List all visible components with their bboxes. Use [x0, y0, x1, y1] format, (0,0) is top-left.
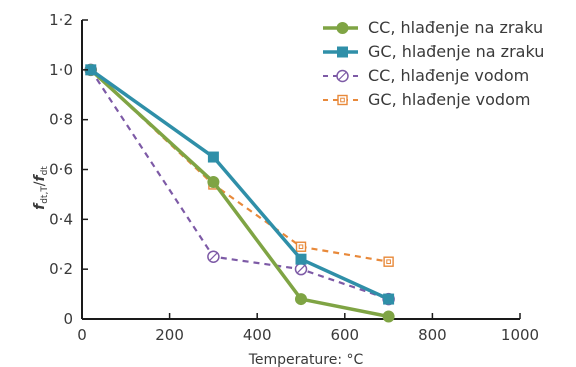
y-tick-label: 0·6	[49, 161, 73, 179]
legend-label: GC, hlađenje vodom	[368, 90, 530, 109]
legend-swatch-marker	[337, 46, 348, 58]
series-line	[90, 69, 389, 263]
y-tick-label: 0·8	[49, 111, 73, 129]
x-tick-label: 800	[418, 326, 447, 344]
marker-box	[337, 94, 348, 106]
y-tick-label: 0·2	[49, 260, 73, 278]
data-point	[295, 241, 307, 252]
data-point	[294, 262, 308, 276]
data-point	[85, 64, 97, 76]
data-point	[383, 293, 395, 305]
y-axis-label-sep: /	[32, 181, 48, 186]
legend-item: GC, hlađenje vodom	[323, 90, 530, 109]
legend-swatch-marker	[336, 22, 349, 34]
legend-label: GC, hlađenje na zraku	[368, 42, 544, 61]
series-1	[85, 64, 395, 305]
y-tick-label: 0·4	[49, 210, 73, 228]
y-axis-label-den-sub: dt	[40, 166, 50, 176]
series-line	[89, 68, 390, 301]
marker-slash	[338, 72, 347, 80]
y-axis-label-main: f	[32, 202, 48, 210]
y-tick-label: 1·2	[49, 11, 73, 29]
marker-slash	[297, 265, 305, 274]
data-point	[207, 151, 219, 163]
data-point	[295, 293, 307, 306]
marker-inner	[298, 244, 304, 250]
data-point	[295, 253, 307, 265]
x-tick-label: 200	[155, 326, 184, 344]
legend-item: CC, hlađenje na zraku	[323, 18, 543, 37]
x-axis-label: Temperature: °C	[248, 352, 364, 367]
ticks-layer: 0 0·2 0·4 0·6 0·8 1·0 1·2 0 200 400 600 800 1000	[49, 11, 539, 344]
marker-box	[295, 241, 307, 252]
marker-slash	[209, 252, 218, 261]
legend-item: GC, hlađenje na zraku	[323, 42, 544, 61]
y-axis-label: fdt,T/fdt	[32, 166, 50, 210]
marker-inner	[340, 97, 345, 103]
y-tick-label: 0	[63, 310, 73, 328]
series-0	[84, 63, 395, 323]
x-tick-label: 1000	[501, 326, 539, 344]
legend-label: CC, hlađenje vodom	[368, 66, 529, 85]
series-line	[89, 69, 389, 301]
data-point	[207, 175, 220, 188]
y-axis-label-den: f	[32, 173, 48, 181]
series-layer	[84, 63, 395, 323]
marker-inner	[386, 259, 391, 264]
legend-swatch-marker	[336, 69, 349, 83]
y-axis-label-main-sub: dt,T	[40, 186, 50, 204]
legend-swatch-marker	[337, 94, 348, 106]
series-line	[89, 68, 389, 319]
legend-label: CC, hlađenje na zraku	[368, 18, 543, 37]
legend: CC, hlađenje na zraku GC, hlađenje na zra…	[323, 18, 544, 109]
marker-box	[383, 256, 394, 267]
data-point	[207, 250, 220, 263]
legend-item: CC, hlađenje vodom	[323, 66, 529, 85]
y-tick-label: 1·0	[49, 61, 73, 79]
data-point	[382, 310, 395, 323]
data-point	[383, 256, 394, 267]
x-tick-label: 0	[77, 326, 87, 344]
x-tick-label: 400	[243, 326, 272, 344]
x-tick-label: 600	[330, 326, 359, 344]
